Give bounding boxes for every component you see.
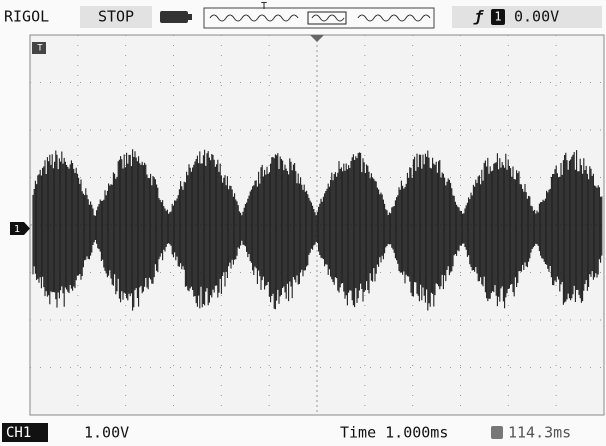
overview-trigger-marker: T [261,1,267,12]
memory-icon-tip [188,14,192,20]
channel-label: CH1 [6,425,31,441]
memory-icon [160,11,188,23]
brand: RIGOL [4,8,49,26]
trigger-edge-icon: ƒ [473,8,484,26]
scope-screen: RIGOL STOP T ƒ 1 0.00V T 1 CH1 1.00V Tim… [0,0,606,446]
time-offset: 114.3ms [508,424,571,442]
run-status: STOP [98,8,134,26]
trigger-marker: T [37,44,43,54]
offset-icon [491,426,503,439]
trigger-level: 0.00V [514,8,559,26]
page: RIGOL STOP T ƒ 1 0.00V T 1 CH1 1.00V Tim… [0,0,606,446]
channel-marker: 1 [14,224,20,235]
time-scale: Time 1.000ms [340,424,448,442]
vertical-scale: 1.00V [84,424,129,442]
trigger-source: 1 [494,10,501,24]
